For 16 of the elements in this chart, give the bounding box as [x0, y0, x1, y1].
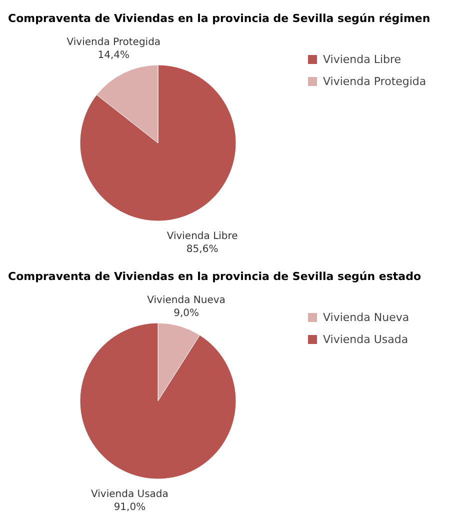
pie-slice	[80, 322, 236, 480]
data-label: 91,0%	[114, 502, 146, 513]
slice-label: Vivienda Nueva	[147, 295, 226, 306]
slice-label: Vivienda Protegida	[66, 37, 161, 48]
chart-title: Compraventa de Viviendas en la provincia de Sevilla según régimen	[8, 12, 430, 25]
data-label: 14,4%	[98, 50, 130, 61]
data-label: 9,0%	[174, 308, 199, 319]
legend-label: Vivienda Usada	[323, 333, 408, 346]
pie-slice	[80, 64, 236, 222]
legend-label: Vivienda Libre	[323, 53, 402, 66]
slice-label: Vivienda Usada	[91, 489, 168, 500]
legend-label: Vivienda Nueva	[323, 311, 410, 324]
slice-label: Vivienda Libre	[166, 231, 238, 242]
legend-label: Vivienda Protegida	[323, 75, 426, 88]
data-label: 85,6%	[186, 244, 218, 255]
chart-title: Compraventa de Viviendas en la provincia de Sevilla según estado	[8, 270, 422, 283]
